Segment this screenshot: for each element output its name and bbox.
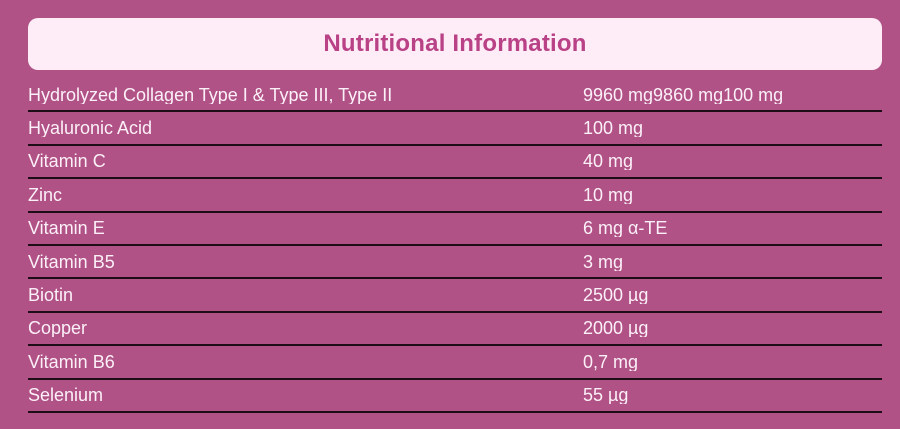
nutrition-table: Hydrolyzed Collagen Type I & Type III, T… (28, 79, 882, 413)
table-row: Biotin 2500 µg (28, 279, 882, 313)
table-row: Selenium 55 µg (28, 380, 882, 413)
table-row: Vitamin E 6 mg α-TE (28, 213, 882, 246)
table-row: Copper 2000 µg (28, 313, 882, 347)
nutrient-amount: 55 µg (583, 386, 629, 405)
nutrient-name: Hyaluronic Acid (28, 119, 153, 138)
nutrient-name: Selenium (28, 386, 104, 405)
nutrient-name: Copper (28, 319, 88, 338)
nutrition-header-bar: Nutritional Information (28, 18, 882, 70)
table-row: Hydrolyzed Collagen Type I & Type III, T… (28, 79, 882, 113)
nutrient-amount: 2500 µg (583, 286, 649, 305)
nutrient-amount: 100 mg (583, 119, 644, 138)
nutrient-name: Hydrolyzed Collagen Type I & Type III, T… (28, 85, 393, 104)
table-row: Hyaluronic Acid 100 mg (28, 112, 882, 146)
nutrient-amount: 9960 mg9860 mg100 mg (583, 85, 784, 104)
nutrient-name: Vitamin B5 (28, 252, 115, 271)
nutrient-amount: 0,7 mg (583, 352, 639, 371)
nutrient-amount: 2000 µg (583, 319, 649, 338)
nutrient-name: Vitamin B6 (28, 352, 115, 371)
nutrient-name: Biotin (28, 286, 74, 305)
table-row: Zinc 10 mg (28, 179, 882, 213)
nutrient-amount: 40 mg (583, 152, 634, 171)
table-row: Vitamin C 40 mg (28, 146, 882, 180)
nutrient-name: Zinc (28, 185, 63, 204)
page-title: Nutritional Information (323, 30, 587, 57)
nutrient-amount: 3 mg (583, 252, 624, 271)
nutrient-amount: 6 mg α-TE (583, 219, 668, 238)
nutrient-amount: 10 mg (583, 185, 634, 204)
nutrient-name: Vitamin C (28, 152, 106, 171)
nutrient-name: Vitamin E (28, 219, 105, 238)
table-row: Vitamin B6 0,7 mg (28, 346, 882, 380)
table-row: Vitamin B5 3 mg (28, 246, 882, 280)
